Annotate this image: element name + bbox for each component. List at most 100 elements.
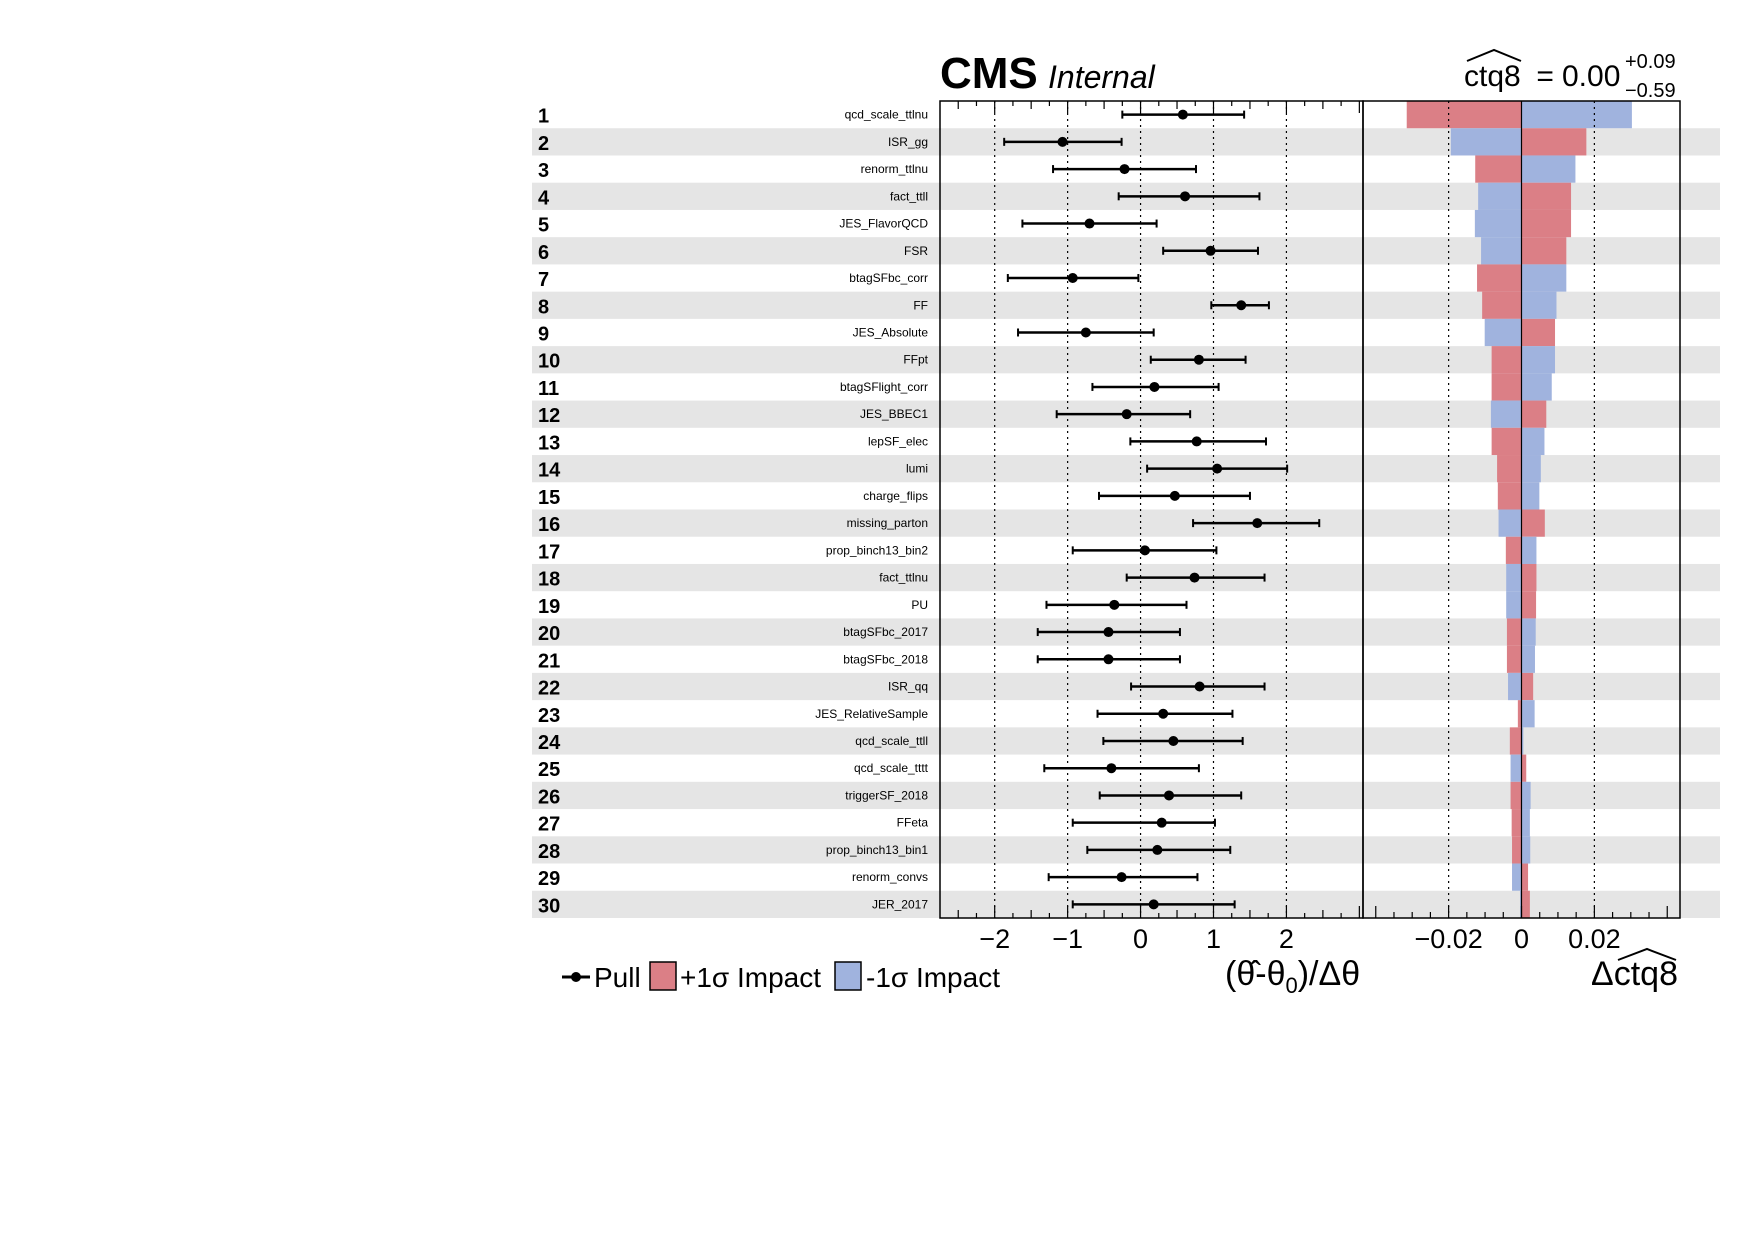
impact-bar-up [1521,182,1572,210]
impact-bar-down [1510,754,1522,782]
nuisance-label: btagSFbc_2018 [843,652,928,666]
impact-bar-down [1521,291,1557,319]
pull-point [1191,436,1202,447]
rank-number: 20 [538,623,560,645]
impact-bar-up [1521,563,1537,592]
legend-up-impact-swatch [649,961,677,991]
row-band [532,672,1720,701]
legend-down-impact-swatch [834,961,862,991]
pull-point [1067,273,1078,284]
impact-bar-up [1505,536,1522,564]
impact-bar-up [1521,318,1556,347]
impact-bar-down [1506,563,1522,592]
impact-bar-down [1521,809,1530,837]
impact-bar-up [1521,128,1587,156]
row-band [532,455,1720,483]
impact-bar-down [1521,700,1535,728]
pull-point [1205,245,1216,256]
pull-axis-tick-label: −2 [979,924,1010,954]
impact-bar-down [1450,128,1522,156]
rank-number: 6 [538,242,549,264]
nuisance-label: triggerSF_2018 [845,788,928,802]
impact-bar-down [1521,264,1567,292]
rank-number: 28 [538,841,560,863]
nuisance-label: FSR [904,244,928,258]
rank-number: 12 [538,405,560,427]
nuisance-label: qcd_scale_ttll [855,734,928,748]
nuisance-label: ISR_qq [888,680,928,694]
pull-axis-tick-label: −1 [1052,924,1083,954]
impact-axis-tick-label: −0.02 [1414,924,1482,954]
impact-bar-down [1521,482,1540,510]
pull-point [1149,381,1160,392]
pull-point [1189,572,1200,583]
pull-point [1121,409,1132,420]
rank-number: 4 [538,187,550,209]
pull-point [1116,872,1127,883]
rank-number: 14 [538,460,561,482]
grid-lines [994,101,1595,918]
impact-bar-down [1481,237,1522,265]
impact-bar-down [1521,645,1535,673]
rank-number: 9 [538,323,549,345]
rank-number: 21 [538,650,560,672]
impact-axis-title: Δctq8 [1591,955,1678,993]
pull-point [1194,681,1205,692]
pull-axis-title-theta: -θ [1255,955,1285,993]
impact-bar-up [1491,373,1522,401]
impact-bar-up [1521,237,1567,265]
impact-bar-up [1506,618,1522,646]
rank-number: 27 [538,814,560,836]
impact-bar-down [1474,209,1522,238]
impact-bar-up [1521,672,1534,701]
impact-bar-down [1512,863,1522,891]
nuisance-label: lepSF_elec [868,434,928,448]
impact-bars [1406,101,1632,918]
impact-bar-down [1521,346,1556,374]
pull-axis-tick-label: 0 [1133,924,1148,954]
nuisance-label: renorm_convs [852,870,928,884]
impact-bar-up [1521,400,1547,428]
pull-axis-tick-label: 2 [1279,924,1294,954]
pull-point [1103,654,1114,665]
impact-bar-up [1497,482,1522,510]
rank-number: 25 [538,759,560,781]
rank-number: 29 [538,868,560,890]
nuisance-label: fact_ttll [890,189,928,203]
pull-point [1156,817,1167,828]
rank-number: 10 [538,351,560,373]
rank-number: 26 [538,786,560,808]
poi-result: ctq8 = 0.00 +0.09 −0.59 [1464,48,1676,102]
pull-point [1180,191,1191,202]
impact-bar-up [1477,264,1522,292]
nuisance-label: FF [913,298,928,312]
impact-bar-down [1521,155,1576,183]
nuisance-label: JES_Absolute [853,325,929,339]
impact-axis-hat-icon [1617,947,1677,961]
pull-point [1080,327,1091,338]
impact-bar-up [1521,890,1530,918]
impact-axis-title-poi: ctq8 [1614,955,1678,993]
poi-hat-icon [1466,48,1522,62]
impact-bar-down [1498,509,1522,537]
nuisance-label: JER_2017 [872,897,928,911]
rank-number: 18 [538,569,560,591]
impact-bar-down [1508,672,1522,701]
nuisance-label: qcd_scale_tttt [854,761,929,775]
impact-bar-down [1521,373,1552,401]
pull-point [1057,136,1068,147]
rank-number: 8 [538,296,549,318]
pull-point [1119,164,1130,175]
pull-axis-tick-label: 1 [1206,924,1221,954]
pull-point [1177,109,1188,120]
nuisance-label: qcd_scale_ttlnu [845,108,928,122]
legend-pull-label: Pull [594,962,641,993]
impact-bar-down [1521,781,1531,810]
pull-axis-title-subscript: 0 [1285,973,1297,998]
rank-number: 19 [538,596,560,618]
nuisance-label: missing_parton [847,516,928,530]
impact-axis-tick-label: 0 [1514,924,1529,954]
impact-bar-up [1521,754,1527,782]
nuisance-label: ISR_gg [888,135,928,149]
